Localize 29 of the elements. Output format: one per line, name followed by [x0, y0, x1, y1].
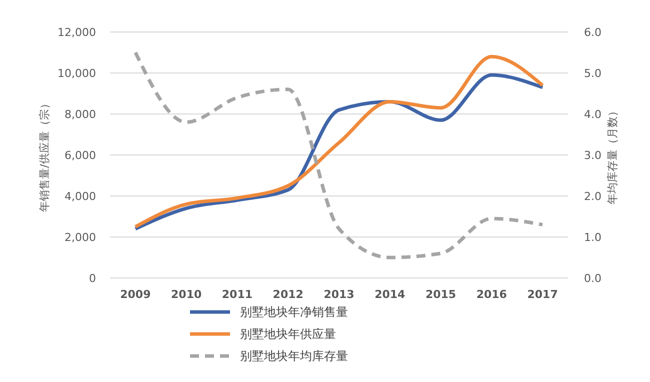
line-series — [134, 50, 544, 260]
y-tick-label: 2,000 — [64, 230, 96, 244]
x-tick-label: 2012 — [272, 288, 304, 301]
y2-tick-label: 1.0 — [584, 230, 602, 244]
y2-tick-label: 2.0 — [584, 190, 602, 203]
x-tick-label: 2014 — [374, 288, 406, 301]
y2-tick-label: 3.0 — [584, 148, 602, 162]
y-tick-label: 10,000 — [58, 66, 96, 80]
x-tick-label: 2009 — [120, 288, 151, 301]
y2-tick-label: 4.0 — [584, 108, 602, 121]
x-tick-label: 2015 — [425, 288, 456, 301]
y2-axis-title: 年均库存量（月数） — [606, 106, 619, 204]
y-tick-label: 4,000 — [64, 190, 96, 203]
legend-label: 别墅地块年供应量 — [240, 327, 336, 342]
y2-tick-label: 6.0 — [584, 26, 602, 39]
x-tick-label: 2013 — [324, 288, 354, 301]
x-tick-label: 2011 — [222, 288, 253, 301]
y-tick-label: 6,000 — [64, 148, 96, 162]
y-tick-label: 8,000 — [64, 108, 96, 121]
legend-label: 别墅地块年均库存量 — [240, 349, 348, 364]
y2-tick-label: 0.0 — [584, 272, 602, 285]
y-axis-title: 年销售量/供应量（宗） — [38, 98, 51, 212]
y-tick-label: 12,000 — [58, 26, 96, 39]
y2-tick-label: 5.0 — [584, 66, 602, 80]
x-tick-label: 2016 — [476, 288, 508, 301]
x-tick-label: 2017 — [527, 288, 558, 301]
x-tick-label: 2010 — [171, 288, 202, 301]
legend-label: 别墅地块年净销售量 — [240, 305, 348, 320]
y-tick-label: 0 — [89, 272, 96, 285]
